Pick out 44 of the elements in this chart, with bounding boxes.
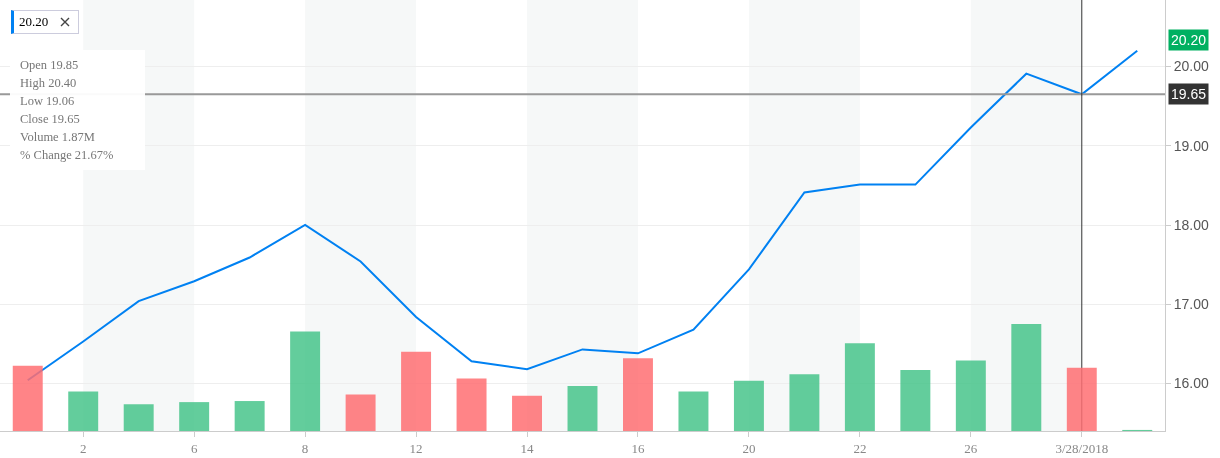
annotation: 20.20 [19, 14, 49, 30]
bar [512, 395, 542, 431]
annotation: Open 19.85 [20, 57, 80, 74]
x-tick-label: 8 [301, 440, 309, 456]
ref-line-label: 19.65 [1171, 86, 1207, 102]
bar [345, 394, 376, 431]
annotation: % Change 21.67% [20, 147, 115, 164]
y-tick-label: 16.00 [1173, 375, 1210, 392]
x-tick-label: 6 [190, 440, 198, 456]
bar [844, 343, 875, 431]
bar [900, 370, 931, 431]
bar [12, 365, 43, 431]
bar [179, 402, 210, 431]
annotation: Close 19.65 [20, 111, 81, 128]
bar [678, 391, 709, 431]
bar [456, 378, 487, 431]
x-tick-label: 20 [742, 440, 756, 456]
bar [123, 404, 154, 431]
bar [401, 351, 432, 431]
annotation: Low 19.06 [20, 93, 76, 110]
text: 20.20 [1171, 32, 1207, 48]
x-tick-label: 26 [964, 440, 978, 456]
x-tick-label: 14 [520, 440, 535, 456]
annotation: Volume 1.87M [20, 129, 96, 146]
x-tick-label: 22 [853, 440, 867, 456]
bar [290, 331, 321, 431]
y-tick-label: 18.00 [1173, 216, 1210, 233]
x-tick-label: 2 [79, 440, 87, 456]
x-tick-label: 16 [631, 440, 645, 456]
bar [733, 380, 764, 431]
bar [789, 374, 820, 431]
y-tick-label: 17.00 [1173, 296, 1210, 313]
bar [623, 358, 653, 431]
bar [1011, 324, 1042, 431]
x-tick-label: 12 [409, 440, 423, 456]
bar [1066, 367, 1097, 431]
bar [68, 391, 99, 431]
y-tick-label: 19.00 [1173, 137, 1210, 154]
bar [567, 386, 598, 431]
annotation: High 20.40 [20, 75, 78, 92]
x-tick-label: 3/28/2018 [1055, 440, 1109, 456]
y-tick-label: 20.00 [1173, 58, 1210, 75]
bar [234, 401, 265, 431]
bar [955, 360, 986, 431]
